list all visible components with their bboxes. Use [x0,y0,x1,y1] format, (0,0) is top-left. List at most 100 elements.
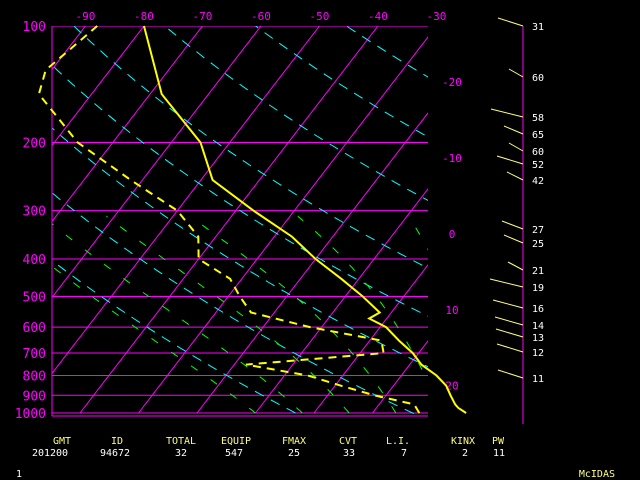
top-temp-label: -70 [193,10,213,23]
isotherm [490,26,640,413]
software-label: McIDAS [579,469,615,480]
hdr-id: ID [111,436,123,447]
top-temp-label: -40 [368,10,388,23]
wind-barb [503,234,524,244]
hdr-kinx: KINX [451,436,475,447]
hdr-cvt: CVT [339,436,357,447]
wind-barb [496,343,524,353]
moist-adiabat [106,215,350,414]
pressure-tick-label: 1000 [15,407,46,422]
wind-speed-label: 11 [532,374,544,385]
wind-speed-label: 25 [532,239,544,250]
wind-barb [501,220,524,230]
isotherm [138,36,428,414]
val-equip: 547 [225,448,243,459]
wind-barb [507,261,524,271]
pressure-tick-label: 700 [23,347,46,362]
wind-speed-label: 60 [532,73,544,84]
top-temp-label: -30 [427,10,447,23]
dry-adiabat [52,127,428,368]
val-total: 32 [175,448,187,459]
dry-adiabat [52,192,421,416]
val-kinx: 2 [462,448,468,459]
right-temp-label: 0 [449,228,456,241]
hdr-pw: PW [492,436,505,447]
val-pw: 11 [493,448,505,459]
moist-adiabat [189,215,397,414]
wind-speed-label: 14 [532,321,544,332]
wind-speed-label: 21 [532,266,544,277]
wind-speed-label: 13 [532,333,544,344]
frame-number: 1 [16,469,22,480]
wind-speed-label: 60 [532,147,544,158]
wind-barb [495,328,524,338]
temperature-line [143,25,467,414]
wind-barb [497,369,524,379]
wind-speed-label: 31 [532,22,544,33]
val-cvt: 33 [343,448,355,459]
pressure-tick-label: 400 [23,253,46,268]
val-id: 94672 [100,448,130,459]
wind-speed-label: 19 [532,283,544,294]
top-temp-label: -50 [310,10,330,23]
val-gmt: 201200 [32,448,68,459]
wind-barb [490,108,524,118]
wind-barb [508,68,524,78]
wind-speed-label: 12 [532,348,544,359]
hdr-li: L.I. [386,436,410,447]
wind-speed-label: 42 [532,176,544,187]
isotherm [52,26,145,147]
wind-speed-label: 27 [532,225,544,236]
isotherm [607,26,640,413]
wind-barb [496,155,524,165]
isotherm [52,26,320,375]
wind-barb [503,125,524,135]
wind-barb [489,278,524,288]
wind-speed-label: 65 [532,130,544,141]
dewpoint-line [37,25,421,414]
pressure-tick-label: 300 [23,205,46,220]
top-temp-label: -90 [76,10,96,23]
isotherm [255,188,428,414]
isotherm [196,112,428,414]
wind-barb [508,142,524,152]
wind-speed-label: 16 [532,304,544,315]
wind-barb [506,171,524,181]
grid-layer [52,26,640,416]
pressure-tick-label: 200 [23,136,46,151]
pressure-tick-label: 500 [23,291,46,306]
wind-barb [497,17,524,27]
pressure-tick-label: 900 [23,389,46,404]
top-temp-label: -60 [251,10,271,23]
pressure-tick-label: 600 [23,321,46,336]
hdr-equip: EQUIP [221,436,251,447]
dry-adiabat [52,259,303,416]
footer-table: GMT ID TOTAL EQUIP FMAX CVT L.I. KINX PW… [32,436,505,459]
moist-adiabat [297,215,428,383]
isotherm [52,26,262,299]
isotherm [372,340,428,414]
dry-adiabat [52,64,428,317]
isotherm [52,26,203,223]
moist-adiabat [52,265,256,414]
moist-adiabat [52,223,303,414]
wind-speed-label: 52 [532,160,544,171]
val-fmax: 25 [288,448,300,459]
val-li: 7 [401,448,407,459]
isotherm [548,26,640,413]
wind-barb [492,299,524,309]
right-temp-label: -10 [442,152,462,165]
right-temp-label: -20 [442,76,462,89]
wind-speed-label: 58 [532,113,544,124]
wind-barb [494,316,524,326]
right-temp-label: 10 [445,304,458,317]
hdr-gmt: GMT [53,436,71,447]
pressure-tick-label: 100 [23,20,46,35]
isotherm [79,26,379,414]
pressure-tick-label: 800 [23,369,46,384]
hdr-total: TOTAL [166,436,196,447]
hdr-fmax: FMAX [282,436,306,447]
